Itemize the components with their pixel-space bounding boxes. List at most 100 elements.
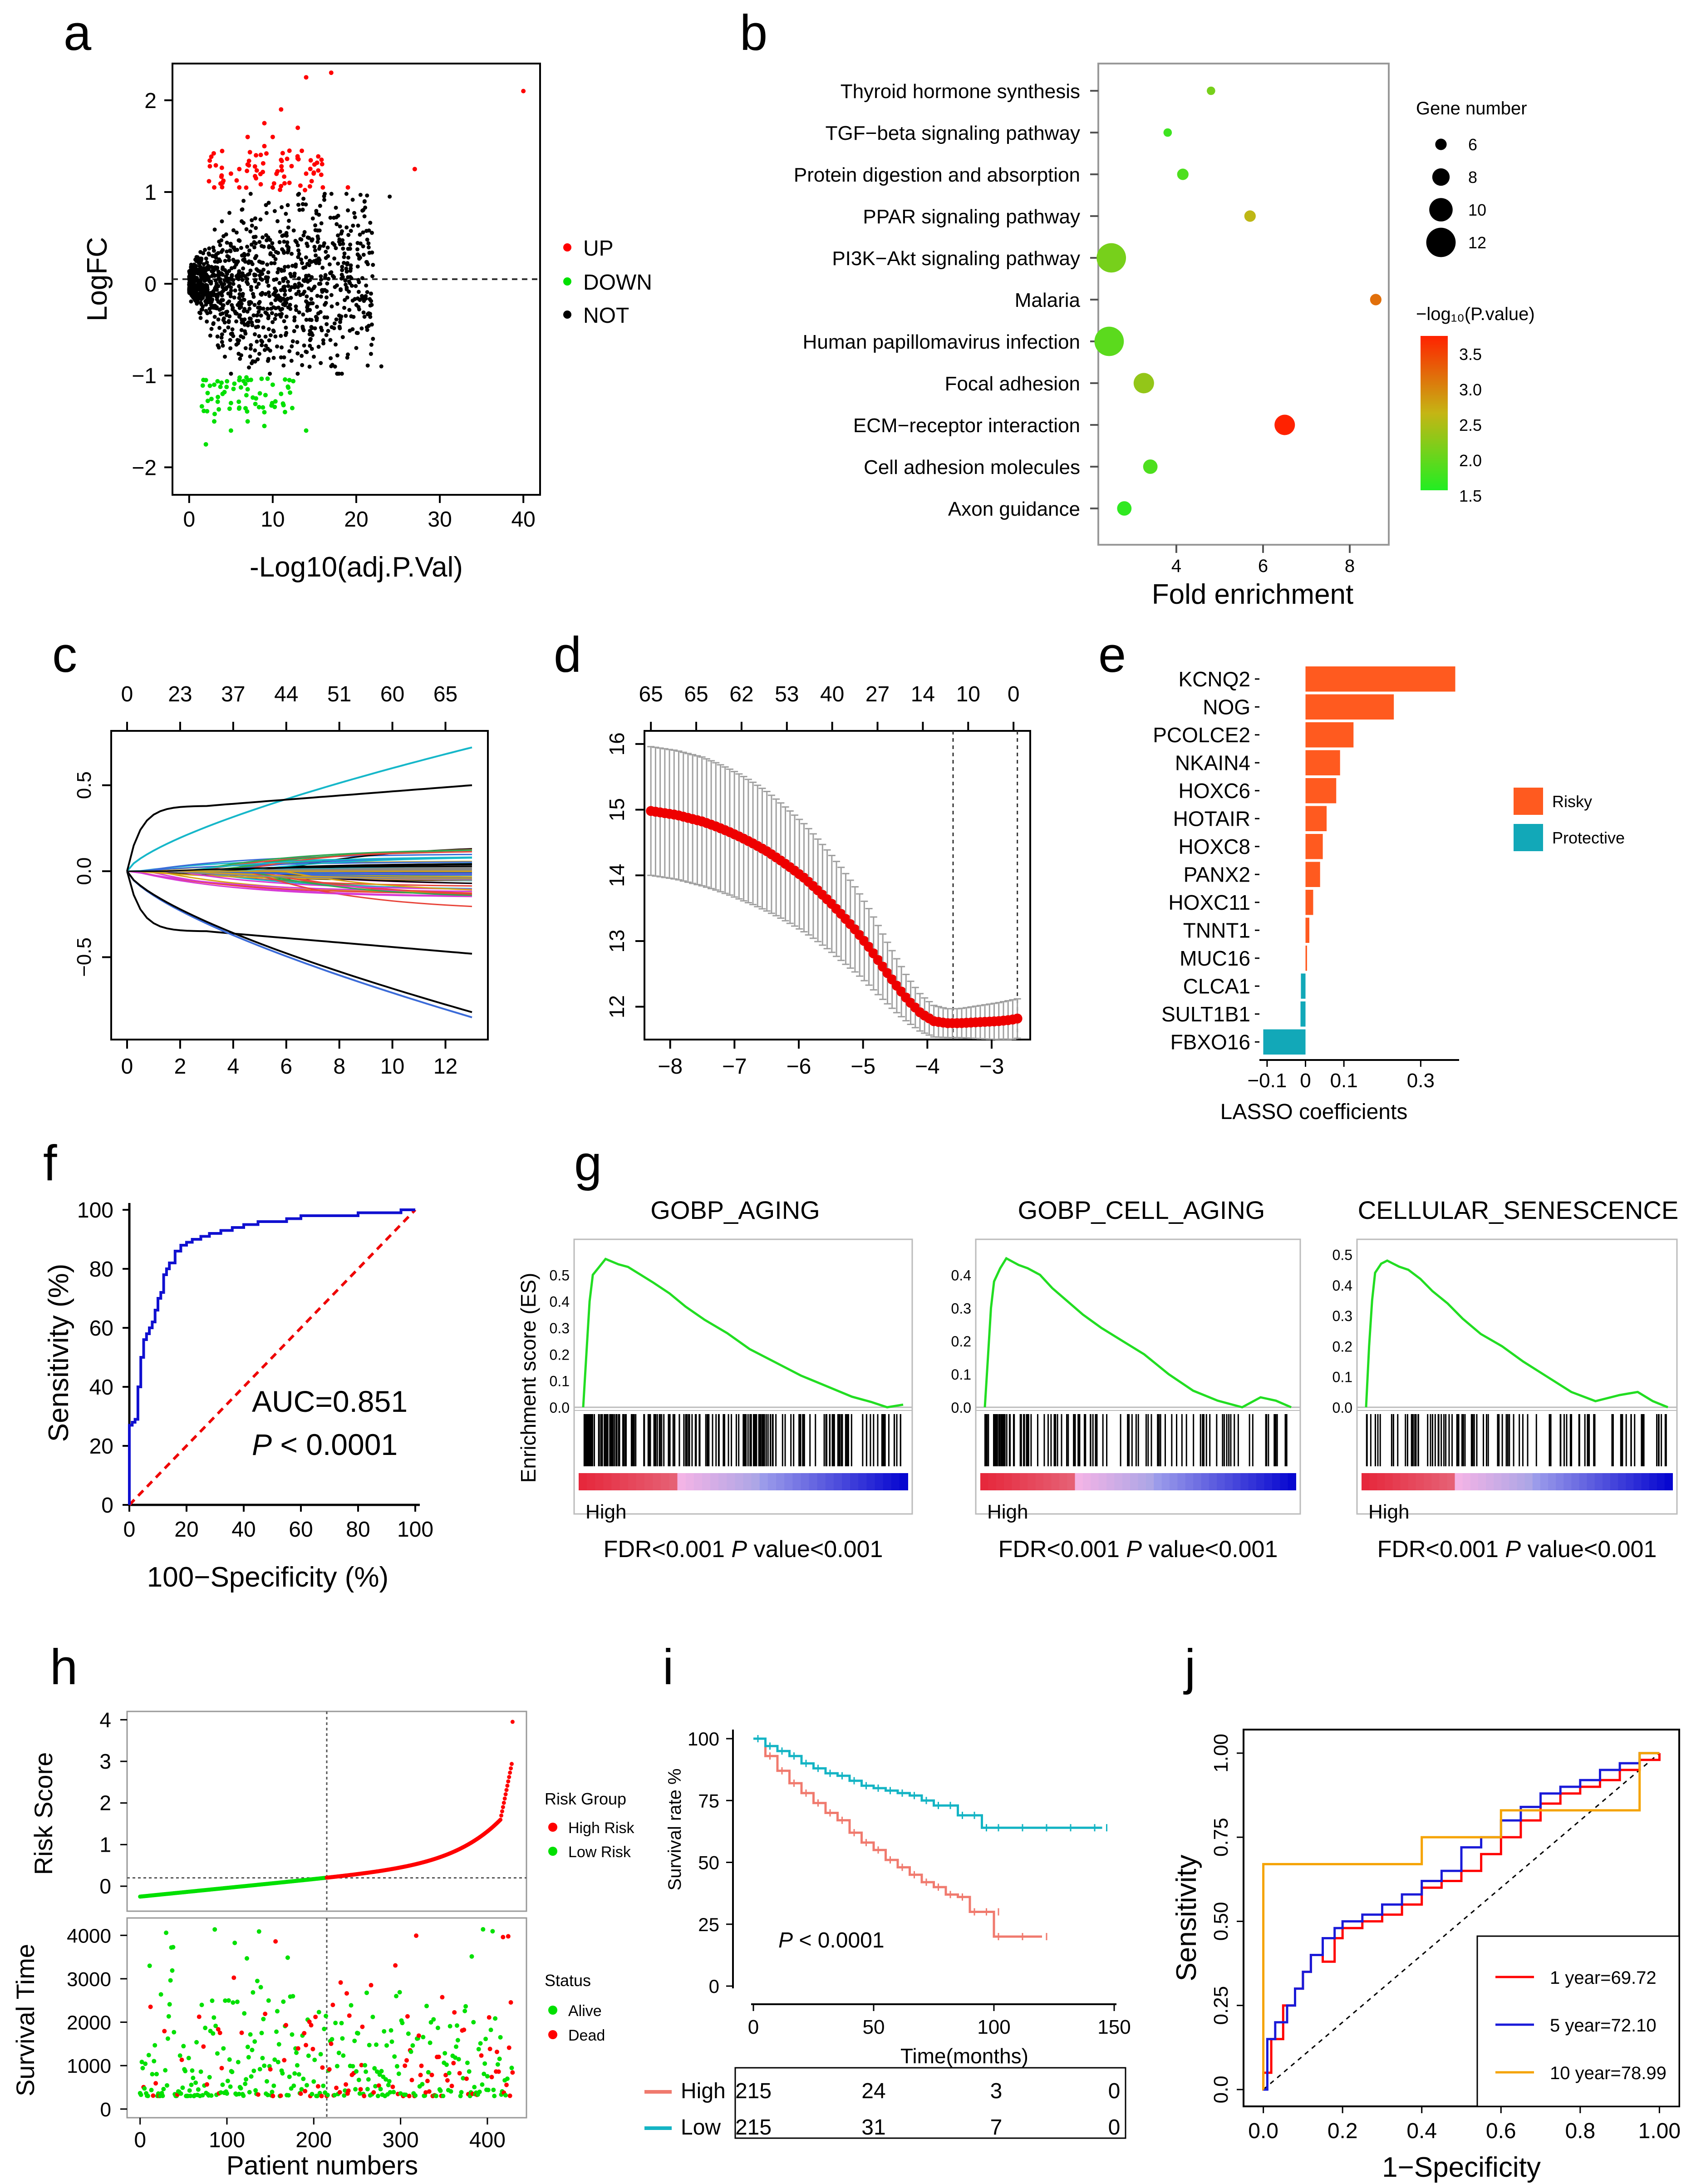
- not-point: [337, 371, 341, 376]
- survival-point: [275, 2060, 280, 2065]
- not-point: [235, 338, 240, 342]
- ranking-strip-segment: [1075, 1473, 1083, 1490]
- not-point: [285, 203, 290, 207]
- x-tick-label: −7: [722, 1055, 747, 1079]
- not-point: [337, 325, 342, 329]
- not-point: [305, 294, 309, 299]
- survival-point: [187, 2088, 192, 2093]
- roc-curve: [128, 1208, 415, 1505]
- coefficient-bar: [1305, 694, 1394, 720]
- not-point: [241, 266, 246, 271]
- survival-point: [245, 2045, 250, 2050]
- survival-point: [428, 2040, 433, 2045]
- survival-point: [330, 2002, 335, 2007]
- not-point: [367, 324, 371, 328]
- survival-point: [142, 2086, 147, 2091]
- survival-point: [235, 1999, 240, 2004]
- panel-label-f: f: [43, 1135, 57, 1191]
- not-point: [323, 273, 328, 277]
- survival-point: [311, 2079, 316, 2084]
- survival-point: [292, 2071, 297, 2076]
- survival-point: [416, 2033, 421, 2038]
- not-point: [241, 297, 246, 302]
- not-point: [198, 250, 203, 254]
- not-point: [337, 240, 341, 244]
- x-tick-label: 0: [748, 2016, 759, 2038]
- not-point: [228, 248, 232, 253]
- top-tick-label: 62: [729, 682, 753, 706]
- enrichment-point: [1244, 210, 1256, 222]
- not-point: [281, 302, 285, 306]
- survival-point: [387, 2079, 392, 2084]
- panel-label-c: c: [52, 627, 77, 683]
- not-point: [194, 264, 198, 268]
- survival-point: [425, 2079, 430, 2084]
- y-tick-label: 0: [101, 1494, 113, 1518]
- not-point: [255, 313, 260, 317]
- risk-score-point: [503, 1792, 508, 1797]
- survival-point: [434, 2094, 439, 2099]
- not-point: [365, 290, 369, 294]
- not-point: [332, 243, 337, 247]
- risk-score-point: [508, 1770, 512, 1775]
- not-point: [226, 325, 231, 330]
- pathway-label: PI3K−Akt signaling pathway: [832, 247, 1080, 270]
- not-point: [203, 247, 207, 252]
- survival-point: [200, 2093, 205, 2098]
- risk-table-cell: 0: [1108, 2115, 1121, 2140]
- risk-score-point: [501, 1805, 505, 1809]
- not-point: [208, 333, 212, 338]
- not-point: [310, 216, 315, 221]
- survival-point: [215, 2051, 220, 2056]
- survival-point: [226, 1998, 231, 2003]
- coefficient-bar: [1301, 973, 1306, 999]
- top-tick-label: 23: [168, 682, 192, 706]
- panel-d: −8 −7 −6 −5 −4 −3 12 13 14 15 16 65 65 62 53 40 27 14 10 0: [605, 682, 1031, 1079]
- panel-a: 0 10 20 30 40 −2 −1 0 1 2 -Log10(adj.P.Val) LogF…: [82, 63, 652, 583]
- ranking-strip-segment: [1224, 1473, 1233, 1490]
- gene-label: PANX2: [1184, 863, 1250, 886]
- ranking-strip-segment: [1501, 1473, 1510, 1490]
- down-point: [287, 378, 292, 383]
- survival-point: [431, 2017, 436, 2022]
- not-point: [248, 354, 252, 359]
- survival-point: [295, 2063, 300, 2068]
- not-point: [221, 303, 225, 308]
- not-point: [339, 371, 344, 376]
- survival-point: [244, 2077, 249, 2082]
- not-point: [280, 205, 284, 209]
- survival-point: [384, 2043, 389, 2048]
- not-point: [266, 357, 271, 361]
- survival-point: [183, 2069, 188, 2074]
- survival-point: [378, 2086, 383, 2091]
- not-point: [365, 328, 369, 332]
- up-point: [207, 164, 212, 169]
- not-point: [270, 241, 275, 246]
- not-point: [326, 329, 330, 333]
- x-tick-label: 2: [174, 1055, 187, 1079]
- survival-point: [219, 2066, 224, 2071]
- not-point: [294, 292, 299, 296]
- risk-score-point: [500, 1809, 504, 1814]
- ranking-strip-segment: [1517, 1473, 1525, 1490]
- up-point: [329, 70, 334, 75]
- panel-f-y-label: Sensitivity (%): [43, 1264, 74, 1442]
- not-point: [354, 303, 359, 307]
- panel-j-y-label: Sensitivity: [1171, 1854, 1202, 1981]
- survival-point: [256, 1929, 261, 1934]
- ranking-strip-segment: [1035, 1473, 1044, 1490]
- not-point: [283, 292, 287, 297]
- not-point: [360, 276, 364, 281]
- pathway-label: Malaria: [1015, 289, 1081, 311]
- ranking-strip-segment: [1385, 1473, 1393, 1490]
- up-point: [220, 185, 225, 190]
- survival-point: [467, 2069, 472, 2074]
- coefficient-bar: [1305, 946, 1307, 971]
- ranking-strip-segment: [595, 1473, 604, 1490]
- down-point: [269, 403, 274, 408]
- top-tick-label: 0: [121, 682, 133, 706]
- not-point: [229, 266, 234, 271]
- survival-point: [145, 2094, 150, 2099]
- fdr-text: FDR<0.001: [1377, 1536, 1505, 1563]
- not-point: [300, 354, 304, 358]
